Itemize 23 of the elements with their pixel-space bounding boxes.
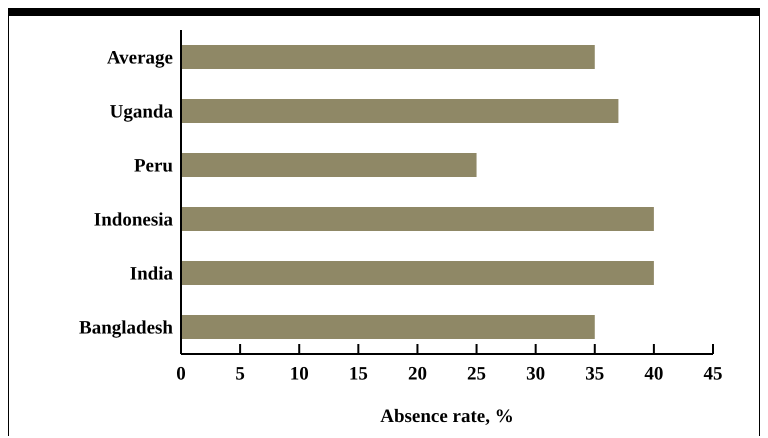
bar bbox=[181, 99, 618, 123]
x-tick-label: 10 bbox=[290, 363, 309, 384]
y-tick-label: Bangladesh bbox=[79, 318, 174, 339]
y-tick-label: Uganda bbox=[110, 102, 174, 123]
y-tick-label: Peru bbox=[134, 156, 174, 177]
x-tick-label: 20 bbox=[408, 363, 427, 384]
bar bbox=[181, 153, 477, 177]
bar bbox=[181, 315, 595, 339]
x-tick-label: 30 bbox=[526, 363, 546, 384]
x-axis-title: Absence rate, % bbox=[380, 406, 514, 427]
x-tick-label: 35 bbox=[585, 363, 604, 384]
x-tick-label: 45 bbox=[704, 363, 722, 384]
y-tick-label: India bbox=[130, 264, 174, 285]
y-tick-label: Indonesia bbox=[94, 210, 174, 231]
x-tick-label: 5 bbox=[235, 363, 245, 384]
y-tick-label: Average bbox=[106, 48, 173, 69]
bar bbox=[181, 207, 654, 231]
bar bbox=[181, 261, 654, 285]
x-tick-label: 0 bbox=[176, 363, 186, 384]
x-tick-label: 15 bbox=[348, 363, 368, 384]
bar bbox=[181, 45, 595, 69]
x-tick-label: 40 bbox=[644, 363, 664, 384]
x-tick-label: 25 bbox=[467, 363, 486, 384]
